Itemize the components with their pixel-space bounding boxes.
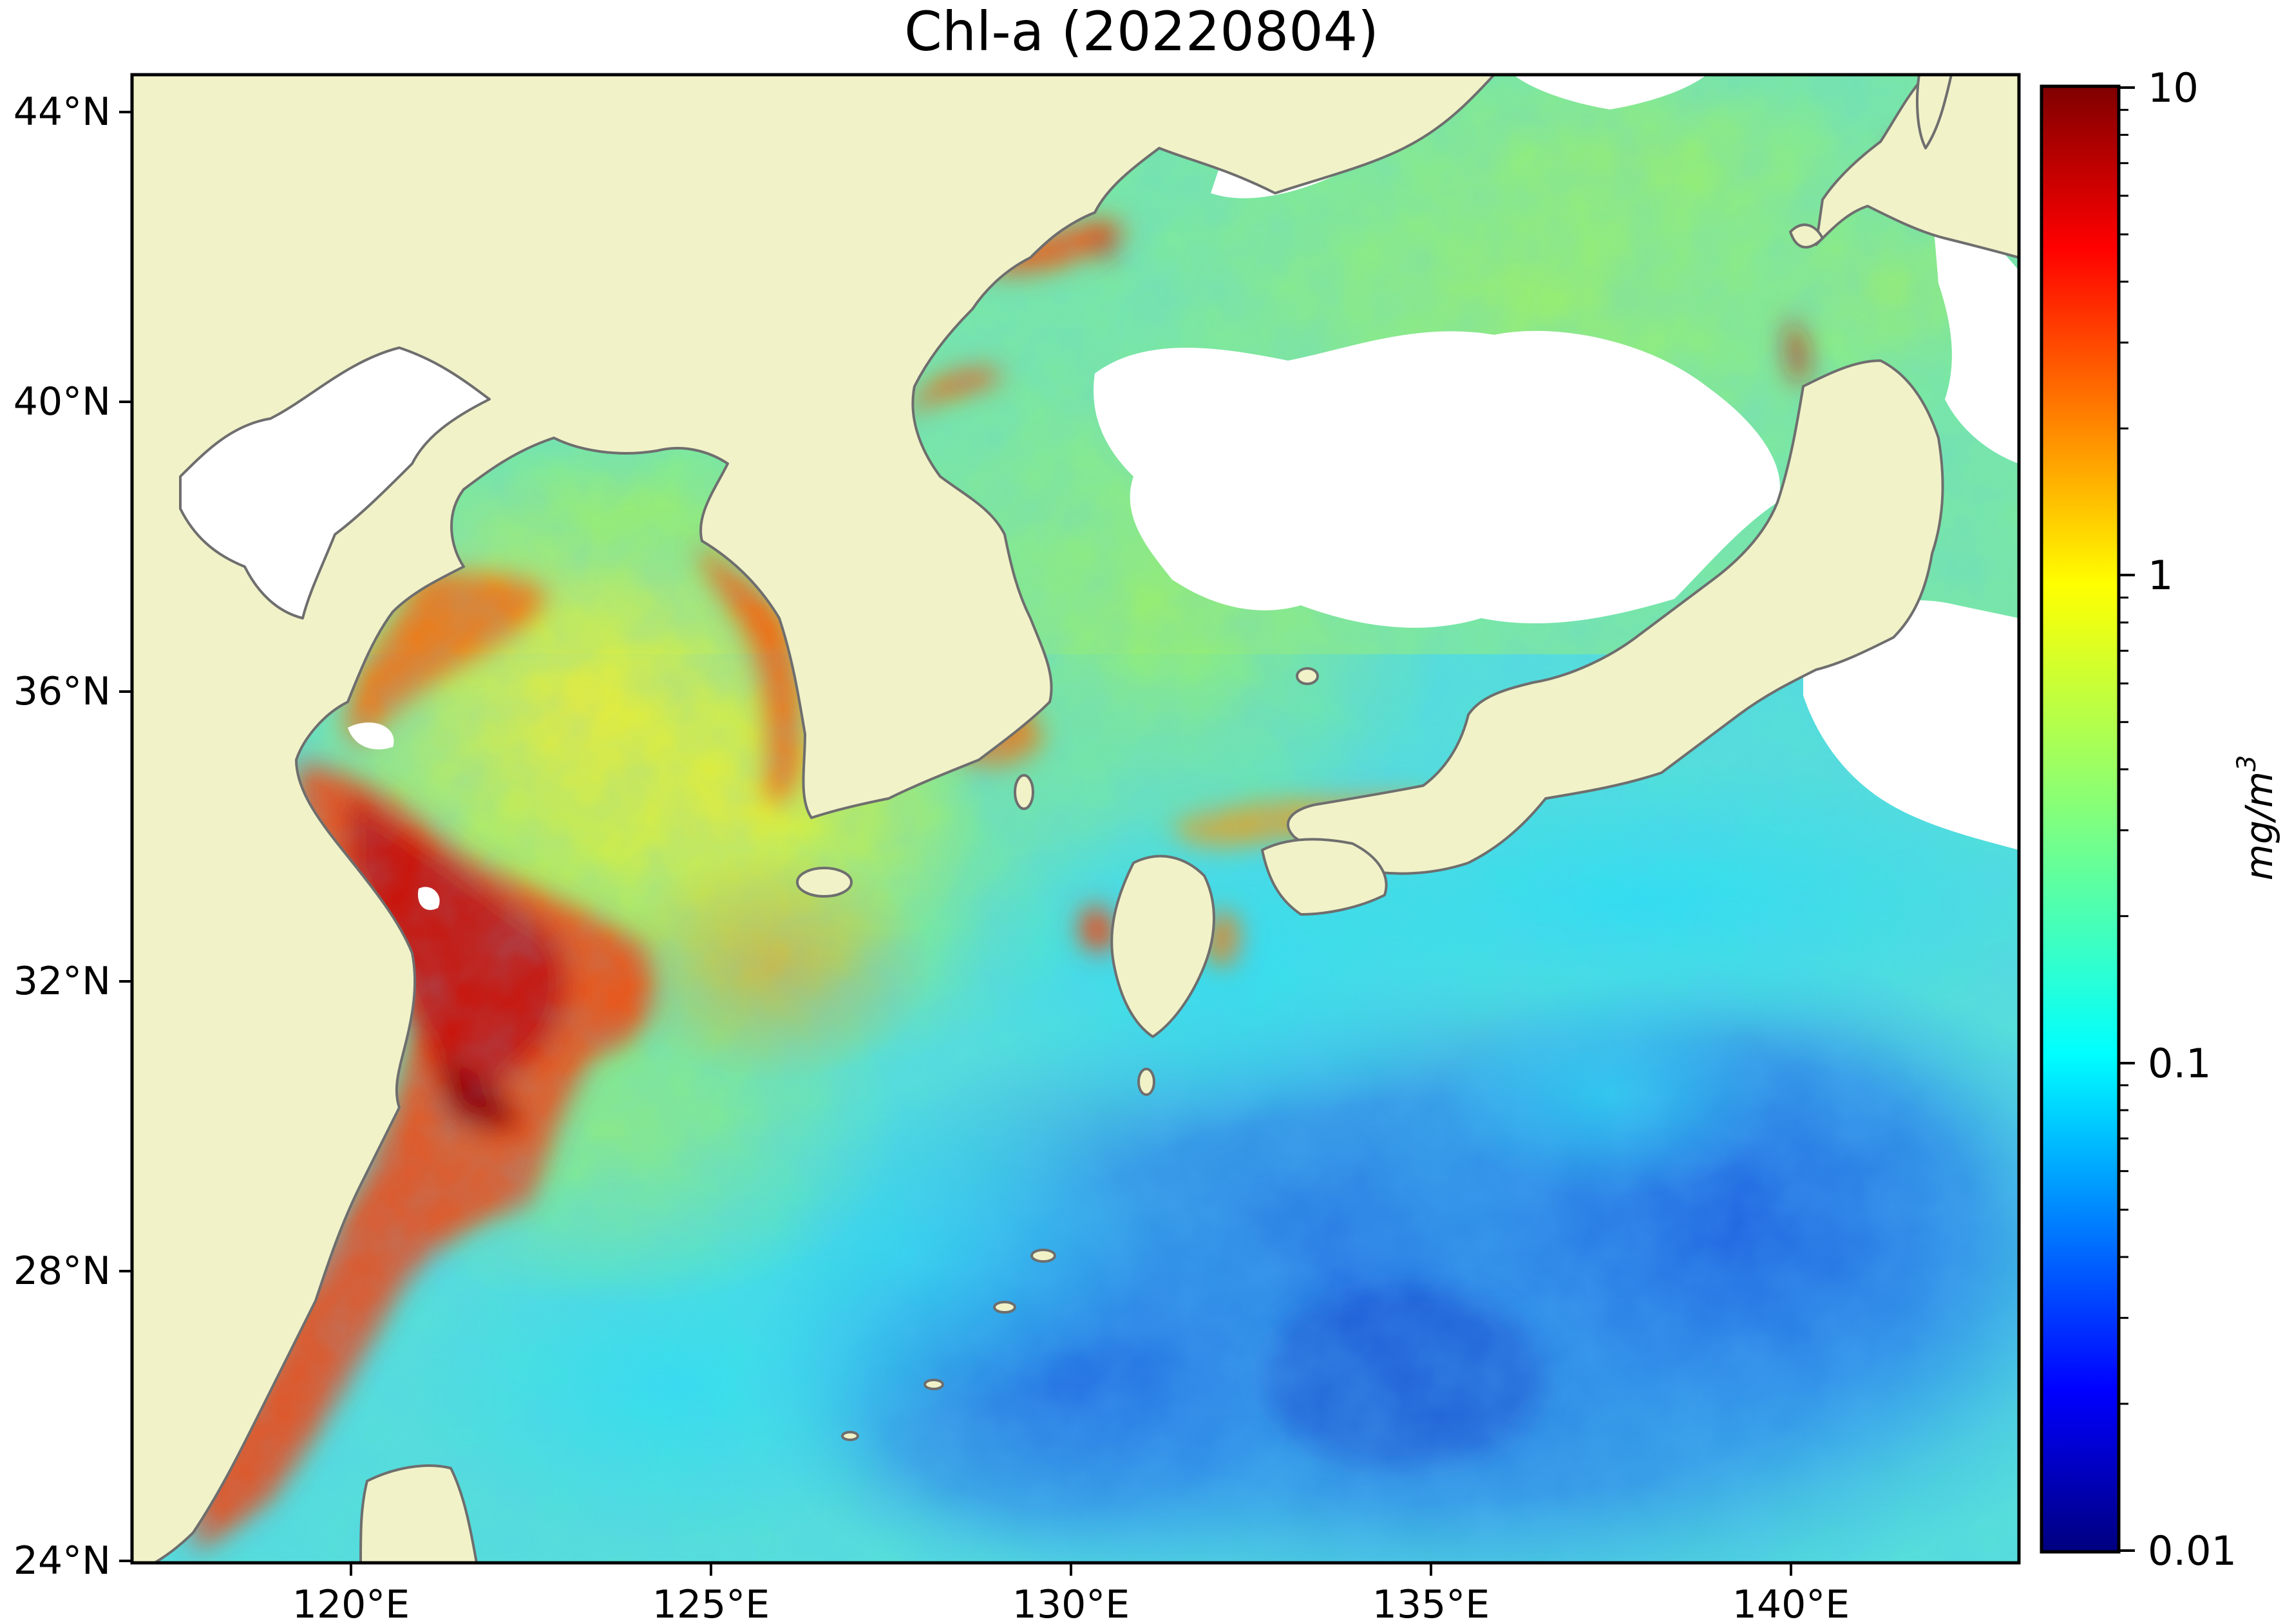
colorbar-label: 0.1	[2148, 1040, 2212, 1087]
lon-tick-label: 140°E	[1732, 1582, 1850, 1624]
lon-axis	[350, 1563, 1792, 1576]
colorbar-major-ticks	[2119, 86, 2135, 1552]
colorbar-label: 1	[2148, 552, 2173, 599]
lon-tick-label: 135°E	[1372, 1582, 1490, 1624]
lat-tick-label: 32°N	[14, 959, 111, 1004]
lon-tick-label: 130°E	[1012, 1582, 1130, 1624]
lon-tick-label: 125°E	[652, 1582, 770, 1624]
colorbar-label: 0.01	[2148, 1527, 2237, 1574]
colorbar-unit: mg/m3	[2232, 755, 2281, 881]
lat-axis	[119, 111, 132, 1562]
colorbar-minor-ticks	[2119, 109, 2128, 1405]
colorbar-label: 10	[2148, 64, 2199, 111]
colorbar-gradient	[2040, 84, 2121, 1554]
lat-tick-label: 28°N	[14, 1249, 111, 1294]
ocean-layer	[132, 75, 2019, 1563]
lon-tick-label: 120°E	[292, 1582, 410, 1624]
map-title: Chl-a (20220804)	[904, 0, 1379, 63]
land-layer	[132, 75, 2019, 1563]
lat-tick-label: 40°N	[14, 379, 111, 424]
lat-tick-label: 44°N	[14, 90, 111, 135]
lat-tick-label: 36°N	[14, 669, 111, 714]
lat-tick-label: 24°N	[14, 1538, 111, 1583]
colorbar: 10 1 0.1 0.01 mg/m3	[2040, 64, 2281, 1574]
map-frame	[130, 73, 2021, 1565]
